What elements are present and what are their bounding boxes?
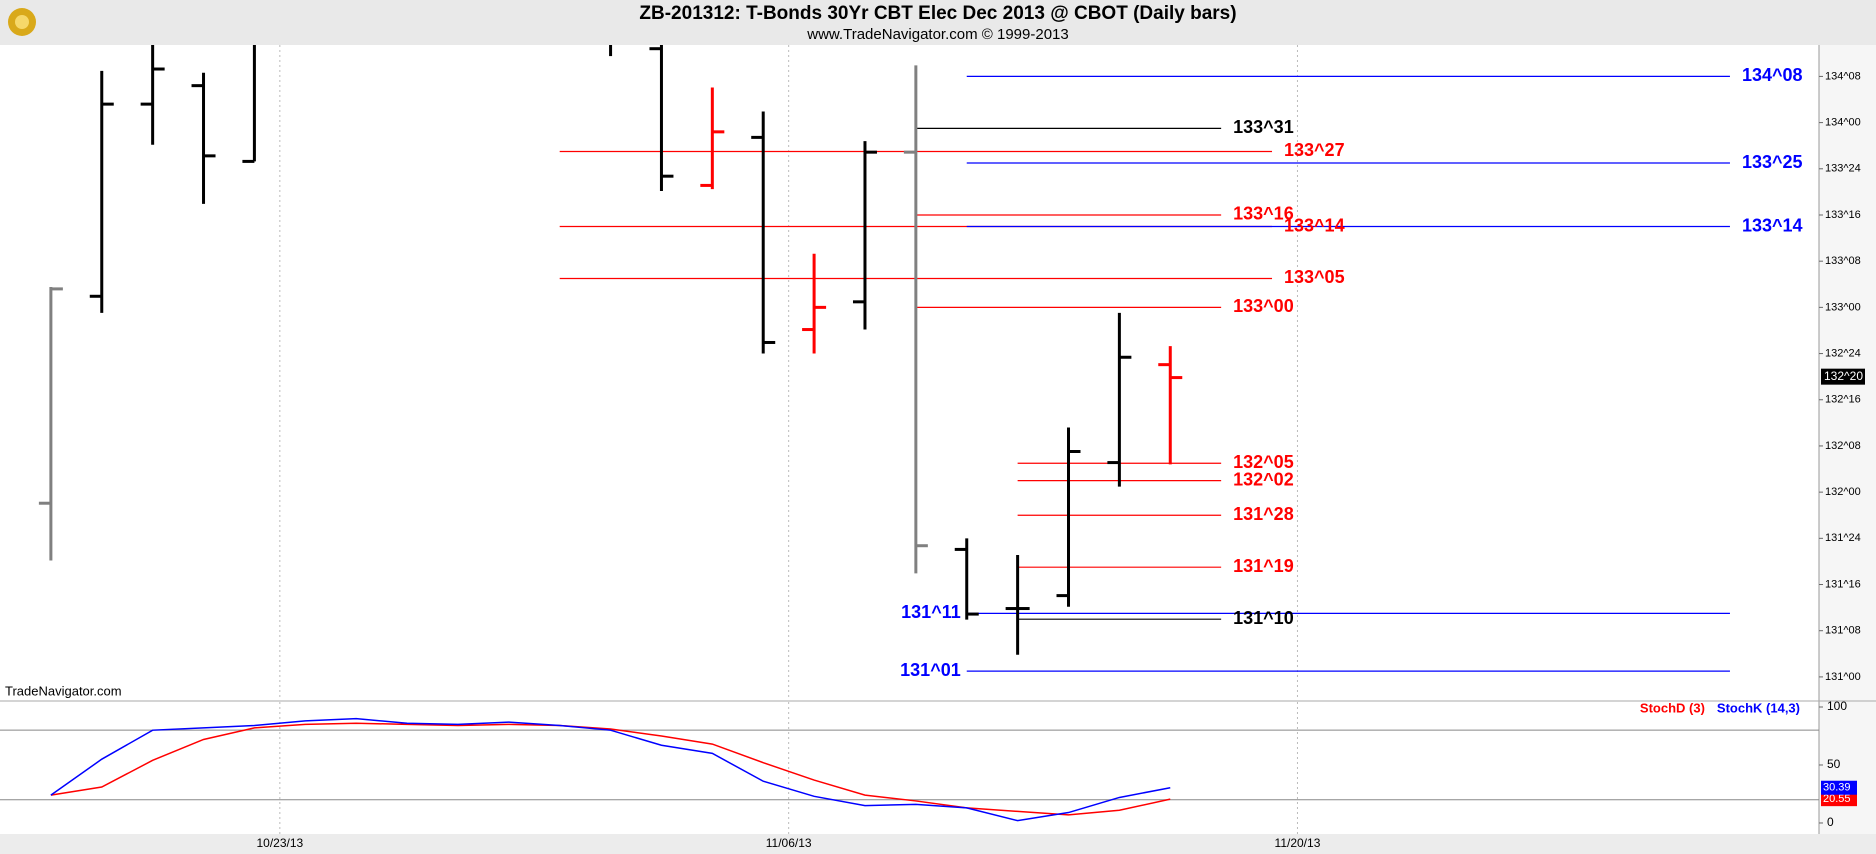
- level-label: 133^27: [1284, 140, 1345, 160]
- y-tick-label: 131^00: [1825, 671, 1861, 683]
- level-label: 133^14: [1742, 215, 1803, 235]
- x-tick-label: 10/23/13: [256, 836, 303, 850]
- level-label: 131^11: [901, 602, 961, 622]
- stoch-line: [50, 722, 1171, 816]
- axis-strip: [1819, 45, 1876, 834]
- watermark: TradeNavigator.com: [5, 683, 122, 698]
- y-tick-label: 0: [1827, 815, 1834, 829]
- level-label: 132^02: [1233, 469, 1294, 489]
- chart-title: ZB-201312: T-Bonds 30Yr CBT Elec Dec 201…: [639, 3, 1236, 24]
- level-label: 134^08: [1742, 65, 1803, 85]
- level-label: 131^10: [1233, 608, 1294, 628]
- legend-entry: StochD (3): [1640, 700, 1705, 715]
- date-strip: [0, 834, 1876, 854]
- chart-subtitle: www.TradeNavigator.com © 1999-2013: [806, 26, 1068, 43]
- y-tick-label: 132^24: [1825, 347, 1861, 359]
- y-tick-label: 131^24: [1825, 532, 1861, 544]
- y-tick-label: 131^16: [1825, 578, 1861, 590]
- y-tick-label: 134^00: [1825, 117, 1861, 129]
- level-label: 133^16: [1233, 204, 1294, 224]
- x-tick-label: 11/20/13: [1275, 836, 1321, 850]
- y-tick-label: 132^00: [1825, 486, 1861, 498]
- legend-entry: StochK (14,3): [1717, 700, 1800, 715]
- y-tick-label: 50: [1827, 757, 1841, 771]
- level-label: 133^14: [1284, 215, 1345, 235]
- y-tick-label: 133^24: [1825, 163, 1861, 175]
- y-tick-label: 132^16: [1825, 394, 1861, 406]
- last-price-box: [1821, 368, 1865, 385]
- x-tick-label: 11/06/13: [766, 836, 812, 850]
- y-tick-label: 100: [1827, 699, 1847, 713]
- level-label: 131^19: [1233, 556, 1294, 576]
- value-box: [1821, 792, 1857, 807]
- header-bar: [0, 0, 1876, 45]
- level-label: 133^31: [1233, 117, 1294, 137]
- value-box: [1821, 780, 1857, 795]
- y-tick-label: 133^16: [1825, 209, 1861, 221]
- y-tick-label: 133^00: [1825, 301, 1861, 313]
- y-tick-label: 132^08: [1825, 440, 1861, 452]
- level-label: 133^05: [1284, 267, 1345, 287]
- logo: [8, 8, 36, 36]
- level-label: 133^25: [1742, 152, 1803, 172]
- y-tick-label: 134^08: [1825, 70, 1861, 82]
- y-tick-label: 131^08: [1825, 625, 1861, 637]
- y-tick-label: 133^08: [1825, 255, 1861, 267]
- stoch-line: [50, 717, 1171, 822]
- level-label: 131^28: [1233, 504, 1294, 524]
- level-label: 133^00: [1233, 296, 1294, 316]
- level-label: 132^05: [1233, 452, 1294, 472]
- value-label: 30.39: [1823, 782, 1851, 794]
- value-label: 20.55: [1823, 793, 1851, 805]
- last-price-label: 132^20: [1824, 369, 1863, 383]
- bars: [38, 45, 1730, 672]
- level-label: 131^01: [900, 660, 961, 680]
